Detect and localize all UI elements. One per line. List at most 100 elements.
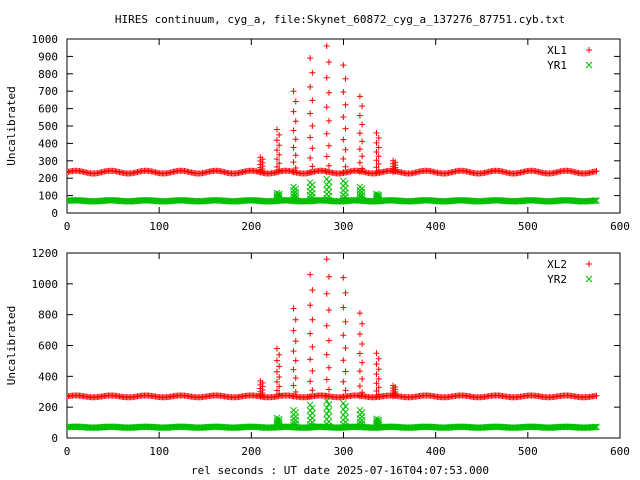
data-point	[323, 322, 330, 329]
data-point	[273, 414, 281, 422]
data-point	[307, 83, 314, 90]
data-point	[307, 378, 314, 385]
data-point	[323, 153, 330, 160]
x-tick-label: 0	[64, 445, 71, 458]
legend-marker	[585, 275, 593, 283]
legend-marker	[586, 261, 592, 267]
data-point	[290, 382, 297, 389]
data-point	[390, 382, 397, 389]
data-point	[290, 159, 297, 166]
data-point	[292, 118, 299, 125]
data-point	[342, 403, 349, 410]
data-point	[307, 169, 314, 176]
data-point	[359, 138, 366, 145]
x-tick-label: 600	[610, 220, 630, 233]
data-points	[67, 256, 600, 432]
data-point	[373, 350, 380, 357]
data-point	[339, 405, 347, 413]
data-point	[325, 117, 332, 124]
data-point	[325, 307, 332, 314]
x-tick-label: 100	[149, 220, 169, 233]
data-point	[375, 134, 382, 141]
data-point	[340, 332, 347, 339]
data-point	[309, 97, 316, 104]
y-tick-label: 600	[38, 340, 58, 353]
data-point	[276, 142, 283, 149]
data-point	[307, 271, 314, 278]
data-point	[309, 145, 316, 152]
data-point	[340, 378, 347, 385]
data-point	[356, 331, 363, 338]
legend-label: YR1	[547, 59, 567, 72]
data-point	[590, 197, 598, 205]
data-point	[325, 407, 333, 415]
y-tick-label: 500	[38, 120, 58, 133]
data-point	[373, 192, 380, 199]
data-point	[373, 371, 380, 378]
data-point	[373, 417, 380, 425]
data-point	[306, 401, 314, 409]
data-point	[359, 103, 366, 110]
data-point	[342, 146, 349, 153]
data-point	[292, 338, 299, 345]
data-point	[340, 274, 347, 281]
series-XL1	[67, 42, 600, 177]
legend-label: XL2	[547, 258, 567, 271]
data-point	[275, 190, 283, 198]
data-point	[290, 327, 297, 334]
data-point	[306, 197, 314, 205]
y-tick-label: 300	[38, 155, 58, 168]
data-point	[323, 397, 331, 405]
data-point	[356, 393, 363, 400]
data-point	[340, 357, 347, 364]
data-point	[323, 42, 330, 49]
data-point	[325, 142, 332, 149]
data-point	[292, 136, 299, 143]
x-tick-label: 500	[518, 220, 538, 233]
data-point	[276, 131, 283, 138]
y-tick-label: 800	[38, 309, 58, 322]
data-point	[290, 183, 297, 191]
data-point	[390, 157, 397, 164]
data-point	[307, 302, 314, 309]
y-tick-label: 1000	[32, 278, 59, 291]
data-point	[290, 108, 297, 115]
data-point	[292, 316, 299, 323]
data-point	[339, 399, 347, 407]
data-point	[290, 406, 297, 414]
data-point	[356, 130, 363, 137]
x-tick-label: 600	[610, 445, 630, 458]
y-tick-label: 200	[38, 401, 58, 414]
data-point	[373, 139, 380, 146]
data-point	[290, 393, 297, 400]
data-point	[292, 388, 299, 395]
data-point	[273, 387, 280, 394]
data-point	[342, 318, 349, 325]
data-point	[290, 169, 297, 176]
data-point	[307, 134, 314, 141]
data-point	[359, 341, 366, 348]
data-point	[290, 127, 297, 134]
data-point	[273, 126, 280, 133]
data-point	[292, 196, 300, 204]
data-point	[276, 363, 283, 370]
data-point	[375, 160, 382, 167]
y-axis-label: Uncalibrated	[5, 306, 18, 385]
data-point	[307, 55, 314, 62]
data-point	[375, 191, 383, 199]
data-point	[292, 98, 299, 105]
data-point	[373, 164, 380, 171]
data-point	[356, 159, 363, 166]
x-tick-label: 500	[518, 445, 538, 458]
data-point	[359, 375, 366, 382]
data-point	[273, 368, 280, 375]
data-point	[273, 137, 280, 144]
data-point	[290, 88, 297, 95]
data-point	[375, 418, 383, 426]
data-point	[373, 388, 380, 395]
data-point	[342, 163, 349, 170]
data-point	[375, 153, 382, 160]
data-point	[590, 423, 598, 431]
x-tick-label: 0	[64, 220, 71, 233]
data-point	[373, 157, 380, 164]
